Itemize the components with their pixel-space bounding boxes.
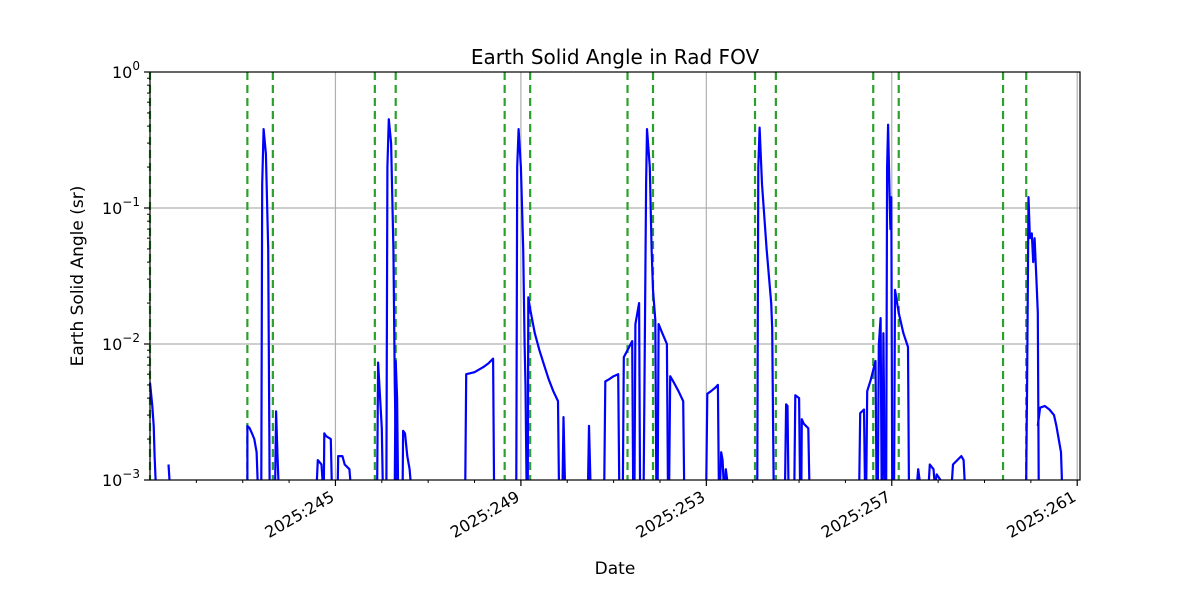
series-line (322, 432, 333, 481)
x-tick-label: 2025:245 (262, 487, 338, 542)
y-axis-label: Earth Solid Angle (sr) (68, 186, 88, 367)
series-line (723, 468, 729, 481)
x-tick-label: 2025:257 (818, 487, 894, 542)
series-line (246, 424, 259, 481)
series-line (885, 123, 894, 481)
x-axis: 2025:245 2025:249 2025:253 2025:257 2025:261 (195, 480, 1079, 542)
plot-series (148, 118, 1063, 481)
grid (150, 72, 1080, 480)
series-line (633, 302, 642, 481)
series-line (656, 323, 669, 481)
series-line (642, 128, 658, 481)
series-line (464, 357, 496, 481)
series-line (515, 128, 528, 481)
y-axis: 10−3 10−2 10−1 100 (102, 59, 150, 490)
series-line (881, 332, 886, 481)
series-line (800, 418, 811, 481)
series-line (705, 383, 720, 481)
series-line (756, 126, 775, 481)
series-line (561, 416, 566, 481)
series-line (621, 340, 635, 481)
x-tick-label: 2025:253 (632, 487, 708, 542)
series-line (260, 128, 271, 481)
series-line (892, 288, 910, 481)
series-line (1025, 196, 1040, 481)
series-line (401, 429, 412, 481)
y-tick-label: 10−2 (102, 331, 140, 354)
series-line (587, 424, 592, 481)
series-line (1036, 404, 1063, 481)
chart-title: Earth Solid Angle in Rad FOV (471, 45, 760, 69)
series-line (167, 464, 171, 481)
y-tick-label: 10−1 (102, 195, 140, 218)
series-line (376, 361, 384, 481)
series-line (784, 403, 790, 481)
series-line (719, 451, 725, 481)
series-line (950, 455, 966, 481)
series-line (927, 463, 936, 481)
series-line (865, 359, 878, 481)
series-line (148, 382, 157, 481)
series-line (336, 455, 352, 481)
series-line (916, 468, 921, 481)
series-line (793, 394, 802, 481)
x-tick-label: 2025:261 (1003, 487, 1079, 542)
series-line (668, 375, 686, 481)
series-line (876, 317, 883, 481)
series-line (526, 296, 560, 481)
series-line (315, 459, 324, 481)
series-line (603, 373, 621, 481)
series-line (934, 473, 942, 481)
series-line (393, 359, 400, 481)
y-tick-label: 100 (112, 59, 140, 82)
series-line (858, 408, 866, 481)
y-tick-label: 10−3 (102, 467, 140, 490)
x-axis-label: Date (595, 559, 636, 579)
x-tick-label: 2025:249 (447, 487, 523, 542)
plot-frame (149, 71, 1081, 481)
series-line (274, 410, 280, 481)
